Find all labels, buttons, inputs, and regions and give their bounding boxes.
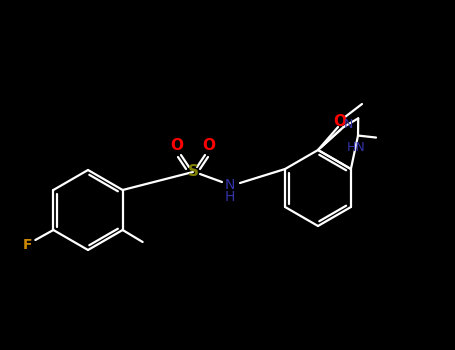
Text: O: O (171, 138, 183, 153)
Text: O: O (202, 138, 216, 153)
Text: O: O (334, 114, 347, 130)
Text: F: F (23, 238, 32, 252)
Text: S: S (187, 164, 198, 180)
Text: N: N (344, 118, 353, 131)
Text: H: H (225, 190, 235, 204)
Text: HN: HN (347, 141, 365, 154)
Text: N: N (225, 178, 235, 192)
